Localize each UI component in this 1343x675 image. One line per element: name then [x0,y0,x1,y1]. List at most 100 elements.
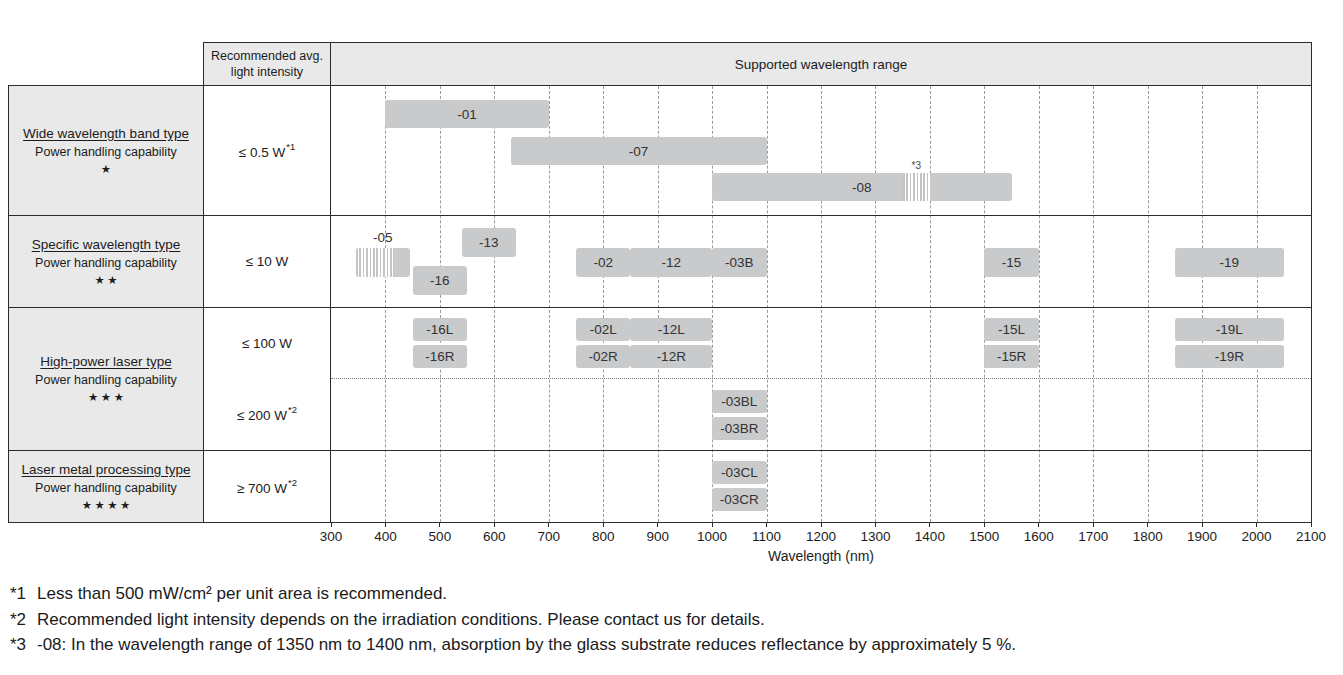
bar-12R: -12R [630,345,712,368]
row-label-3: High-power laser typePower handling capa… [8,307,204,451]
axis-tick-label-400: 400 [374,529,397,544]
row-subtitle: Power handling capability [35,256,177,270]
bar-label: -12R [657,349,686,364]
chart-plot-area: -01-07-08*3-05-13-16-02-12-03B-15-19-16L… [330,85,1312,523]
bar-16R: -16R [413,345,467,368]
axis-tick-label-600: 600 [483,529,506,544]
axis-tick-label-900: 900 [646,529,669,544]
axis-tick-label-1900: 1900 [1187,529,1217,544]
bar-label: -19 [1220,255,1240,270]
bar-label: -07 [629,144,649,159]
axis-tick-label-1500: 1500 [969,529,999,544]
gridline-1800 [1148,86,1149,522]
axis-tick-label-1700: 1700 [1078,529,1108,544]
power-rating-stars: ★★★★ [79,498,133,512]
bar-12: -12 [630,248,712,277]
bar-03CR: -03CR [712,488,766,511]
footnote-marker: *2 [288,404,297,415]
bar-label: -02 [593,255,613,270]
axis-tick-label-1300: 1300 [860,529,890,544]
gridline-1100 [767,86,768,522]
axis-tick-label-1100: 1100 [752,529,781,544]
footnote-2: *2Recommended light intensity depends on… [10,607,1016,633]
axis-tick-300 [331,522,332,527]
axis-tick-1200 [821,522,822,527]
bar-label: -15 [1002,255,1022,270]
footnote-text: Recommended light intensity depends on t… [37,610,765,629]
axis-tick-1700 [1093,522,1094,527]
footnotes: *1Less than 500 mW/cm² per unit area is … [10,581,1016,658]
bar-label: -03CL [721,465,758,480]
intensity-value-text: ≤ 200 W*2 [237,405,297,423]
intensity-value-text: ≤ 100 W [242,336,292,351]
wavelength-range-header-label: Supported wavelength range [735,57,908,72]
bar-label: -16L [426,322,453,337]
bar-12L: -12L [630,318,712,341]
gridline-1600 [1039,86,1040,522]
bar-label-05: -05 [373,230,393,245]
bar-15L: -15L [984,318,1038,341]
axis-tick-label-2000: 2000 [1242,529,1272,544]
reduced-performance-hatch [903,173,930,201]
bar-label: -08 [852,180,872,195]
row-label-1: Wide wavelength band typePower handling … [8,85,204,216]
intensity-value-3-2: ≤ 200 W*2 [203,378,331,451]
gridline-500 [440,86,441,522]
bar-label: -15L [998,322,1025,337]
bar-16: -16 [413,266,467,295]
axis-tick-label-1000: 1000 [697,529,727,544]
row-title: Specific wavelength type [32,237,181,252]
bar-03CL: -03CL [712,461,766,484]
bar-label: -19R [1215,349,1244,364]
gridline-1300 [875,86,876,522]
axis-tick-label-800: 800 [592,529,615,544]
axis-tick-700 [548,522,549,527]
intensity-value-3-1: ≤ 100 W [203,307,331,379]
gridline-600 [494,86,495,522]
axis-tick-label-1400: 1400 [915,529,945,544]
axis-tick-1500 [984,522,985,527]
intensity-value-1: ≤ 0.5 W*1 [203,85,331,216]
bar-07: -07 [511,137,767,165]
row-divider-1 [331,307,1311,308]
gridline-1900 [1202,86,1203,522]
bar-16L: -16L [413,318,467,341]
axis-tick-1000 [712,522,713,527]
footnote-marker: *2 [10,607,37,633]
footnote-3: *3-08: In the wavelength range of 1350 n… [10,632,1016,658]
row-divider-dotted [331,378,1311,379]
row-title: Wide wavelength band type [23,126,189,141]
row-label-2: Specific wavelength type Power handling c… [8,215,204,308]
axis-tick-label-2100: 2100 [1296,529,1326,544]
intensity-column-header: Recommended avg. light intensity [203,42,331,86]
bar-02L: -02L [576,318,630,341]
bar-label: -03B [725,255,754,270]
gridline-1400 [930,86,931,522]
axis-tick-2000 [1256,522,1257,527]
bar-08: -08 [712,173,1011,201]
bar-02R: -02R [576,345,630,368]
axis-tick-1300 [875,522,876,527]
axis-tick-1900 [1202,522,1203,527]
reduced-performance-hatch [356,248,394,277]
intensity-value-text: ≤ 0.5 W*1 [239,142,295,160]
x-axis-ticks [331,522,1311,528]
footnote-marker: *1 [286,141,295,152]
gridline-1700 [1093,86,1094,522]
bar-label: -01 [457,107,477,122]
bar-label: -15R [997,349,1026,364]
axis-tick-label-300: 300 [320,529,343,544]
axis-tick-label-700: 700 [538,529,561,544]
footnote-1: *1Less than 500 mW/cm² per unit area is … [10,581,1016,607]
axis-tick-1800 [1147,522,1148,527]
axis-tick-900 [657,522,658,527]
gridline-1200 [821,86,822,522]
bar-19R: -19R [1175,345,1284,368]
axis-tick-800 [603,522,604,527]
footnote-text: Less than 500 mW/cm² per unit area is re… [37,584,447,603]
bar-02: -02 [576,248,630,277]
intensity-value-4: ≥ 700 W*2 [203,450,331,523]
axis-tick-label-500: 500 [429,529,452,544]
bar-label: -02R [589,349,618,364]
axis-tick-1400 [929,522,930,527]
